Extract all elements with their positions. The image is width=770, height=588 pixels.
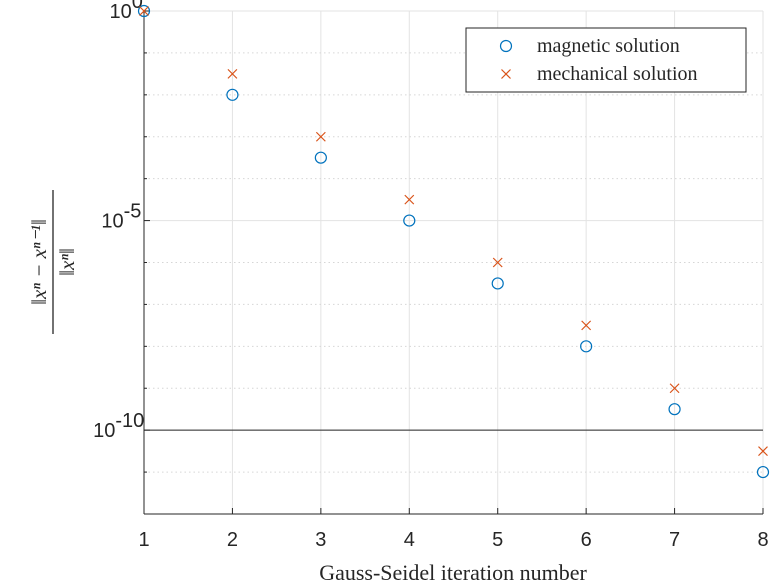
y-tick-label: 10 bbox=[93, 420, 115, 442]
y-tick-label: 10 bbox=[110, 1, 132, 23]
legend-mechanical-label: mechanical solution bbox=[537, 63, 698, 85]
mechanical-point bbox=[227, 68, 238, 79]
mechanical-point bbox=[669, 383, 680, 394]
mechanical-point bbox=[492, 257, 503, 268]
legend-mechanical-marker bbox=[501, 69, 511, 79]
magnetic-point bbox=[580, 340, 593, 353]
x-tick-label: 6 bbox=[581, 529, 592, 551]
magnetic-point bbox=[137, 4, 151, 18]
x-tick-labels: 1 2 3 4 5 6 7 8 bbox=[138, 529, 768, 551]
y-tick-label-exponent: -10 bbox=[115, 410, 144, 432]
magnetic-point bbox=[226, 88, 239, 101]
x-tick-label: 7 bbox=[669, 529, 680, 551]
y-tick-label: 10 bbox=[101, 211, 123, 233]
magnetic-point bbox=[491, 277, 504, 290]
x-tick-label: 2 bbox=[227, 529, 238, 551]
magnetic-point bbox=[668, 403, 681, 416]
mechanical-point bbox=[139, 6, 149, 16]
y-axis-label-denominator: ‖xⁿ‖ bbox=[55, 248, 79, 276]
y-axis-label: ‖xⁿ − xⁿ⁻¹‖ ‖xⁿ‖ bbox=[27, 190, 79, 334]
legend-box bbox=[465, 27, 747, 93]
y-tick-label-exponent: 0 bbox=[132, 0, 143, 13]
y-tick-label-exponent: -5 bbox=[124, 201, 142, 223]
magnetic-point bbox=[314, 151, 327, 164]
x-tick-label: 4 bbox=[404, 529, 415, 551]
mechanical-point bbox=[404, 194, 415, 205]
x-axis-label: Gauss-Seidel iteration number bbox=[319, 560, 587, 585]
x-tick-label: 8 bbox=[757, 529, 768, 551]
mechanical-point bbox=[315, 131, 326, 142]
magnetic-point bbox=[756, 465, 770, 479]
data-marks bbox=[137, 4, 770, 479]
x-tick-label: 3 bbox=[315, 529, 326, 551]
legend: magnetic solution mechanical solution bbox=[465, 27, 747, 93]
magnetic-point bbox=[403, 214, 416, 227]
x-tick-label: 5 bbox=[492, 529, 503, 551]
mechanical-point bbox=[581, 320, 592, 331]
y-axis-label-numerator: ‖xⁿ − xⁿ⁻¹‖ bbox=[27, 219, 51, 305]
x-tick-label: 1 bbox=[138, 529, 149, 551]
legend-magnetic-marker bbox=[499, 39, 513, 53]
mechanical-point bbox=[758, 446, 768, 457]
legend-magnetic-label: magnetic solution bbox=[537, 35, 680, 57]
